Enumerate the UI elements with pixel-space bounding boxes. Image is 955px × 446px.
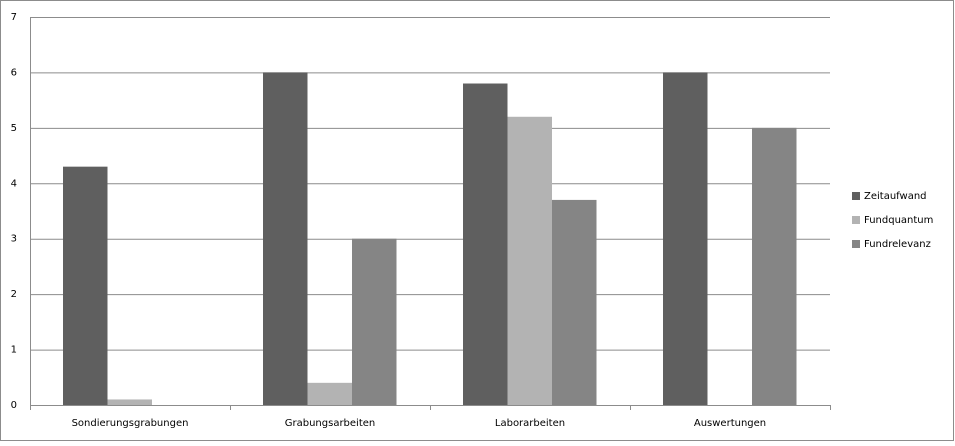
bar [752, 127, 797, 405]
y-tick-label: 0 [11, 400, 17, 411]
y-tick-label: 3 [11, 234, 17, 245]
bar [352, 238, 397, 405]
bar [663, 72, 708, 405]
bar [263, 72, 308, 405]
legend-label: Zeitaufwand [864, 191, 927, 202]
bar [107, 399, 152, 405]
legend-swatch [852, 192, 860, 200]
y-tick-label: 5 [11, 123, 17, 134]
x-tick-label: Grabungsarbeiten [285, 418, 376, 429]
y-tick-label: 7 [11, 12, 17, 23]
y-tick-label: 4 [11, 178, 17, 189]
x-tick-label: Laborarbeiten [495, 418, 565, 429]
bar [307, 382, 352, 405]
bar [63, 166, 108, 405]
legend-label: Fundrelevanz [864, 239, 931, 250]
x-tick-label: Auswertungen [694, 418, 766, 429]
x-tick-label: Sondierungsgrabungen [72, 418, 189, 429]
legend-label: Fundquantum [864, 215, 933, 226]
legend-swatch [852, 240, 860, 248]
bar [463, 83, 508, 405]
legend-swatch [852, 216, 860, 224]
y-tick-label: 6 [11, 67, 17, 78]
bar [552, 199, 597, 405]
bar [507, 116, 552, 406]
y-tick-label: 1 [11, 345, 17, 356]
y-tick-label: 2 [11, 289, 17, 300]
